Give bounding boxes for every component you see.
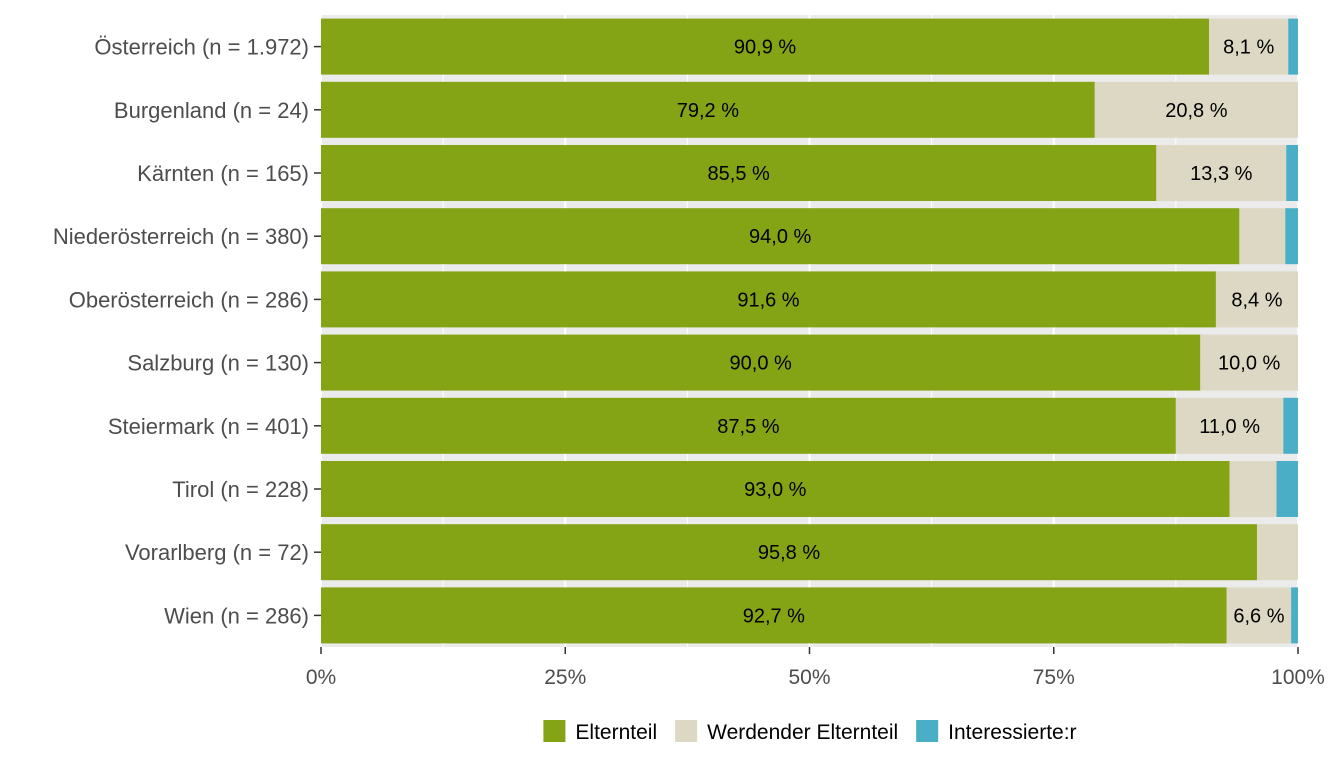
data-label: 85,5 % [708,163,770,185]
x-tick-label: 75% [1033,666,1075,689]
category-label: Vorarlberg (n = 72) [125,540,309,565]
category-label: Kärnten (n = 165) [137,161,309,186]
data-label: 92,7 % [743,605,805,627]
category-label: Tirol (n = 228) [172,477,309,502]
bar-segment [1276,461,1298,517]
legend-key [916,720,939,742]
data-label: 94,0 % [749,226,811,248]
category-label: Oberösterreich (n = 286) [69,287,309,312]
bar-segment [321,81,1095,138]
data-label: 90,0 % [730,353,792,375]
bar-segment [321,524,1257,581]
legend-key [675,720,698,742]
bar-segment [321,145,1157,201]
bar-segment [1215,271,1298,328]
category-label: Wien (n = 286) [164,603,309,628]
legend: Elternteil Werdender Elternteil Interessie… [543,720,1077,744]
bar-segment [1156,145,1287,201]
bar-segment [1226,587,1292,644]
bar-segment [1288,18,1298,75]
bar-segment [1256,524,1298,581]
bar-segment [321,461,1230,517]
bar-segment [321,587,1227,644]
legend-label: Elternteil [575,721,657,744]
bar-segment [1291,587,1298,644]
data-label: 6,6 % [1233,605,1284,627]
data-label: 79,2 % [677,100,739,122]
data-label: 8,1 % [1223,37,1274,59]
data-label: 13,3 % [1190,163,1252,185]
bar-segment [321,271,1216,328]
x-tick-label: 25% [544,666,586,689]
bar-segment [1286,145,1298,201]
bar-segment [321,18,1210,75]
data-label: 8,4 % [1231,289,1282,311]
data-label: 20,8 % [1165,100,1227,122]
bar-segment [1285,208,1298,265]
x-axis: 0% 25% 50% 75% 100% [306,647,1325,689]
category-label: Burgenland (n = 24) [114,98,309,123]
bar-segment [1200,334,1298,391]
data-labels: 90,9 % 8,1 % 79,2 % 20,8 % 85,5 % 13,3 % 94,0 … [677,37,1285,628]
legend-key [543,720,566,742]
bar-segment [321,397,1176,454]
category-label: Österreich (n = 1.972) [94,35,309,60]
legend-label: Interessierte:r [948,721,1076,744]
bar-segment [1283,397,1298,454]
bar-segment [321,208,1240,265]
data-label: 11,0 % [1199,416,1260,438]
category-label: Niederösterreich (n = 380) [53,224,309,249]
data-label: 10,0 % [1218,353,1280,375]
data-label: 87,5 % [717,416,779,438]
legend-label: Werdender Elternteil [707,721,898,744]
bars [321,18,1298,644]
data-label: 93,0 % [744,479,806,501]
bar-segment [1239,208,1286,265]
bar-segment [1094,81,1298,138]
data-label: 91,6 % [737,289,799,311]
bar-segment [1209,18,1289,75]
data-label: 95,8 % [758,542,820,564]
x-tick-label: 100% [1271,666,1325,689]
bar-segment [1175,397,1284,454]
x-tick-label: 50% [788,666,830,689]
category-label: Salzburg (n = 130) [127,351,309,376]
data-label: 90,9 % [734,37,796,59]
category-label: Steiermark (n = 401) [108,414,309,439]
x-tick-label: 0% [306,666,336,689]
bar-segment [1229,461,1277,517]
y-axis: Österreich (n = 1.972) Burgenland (n = 24… [53,35,321,628]
bar-segment [321,334,1201,391]
